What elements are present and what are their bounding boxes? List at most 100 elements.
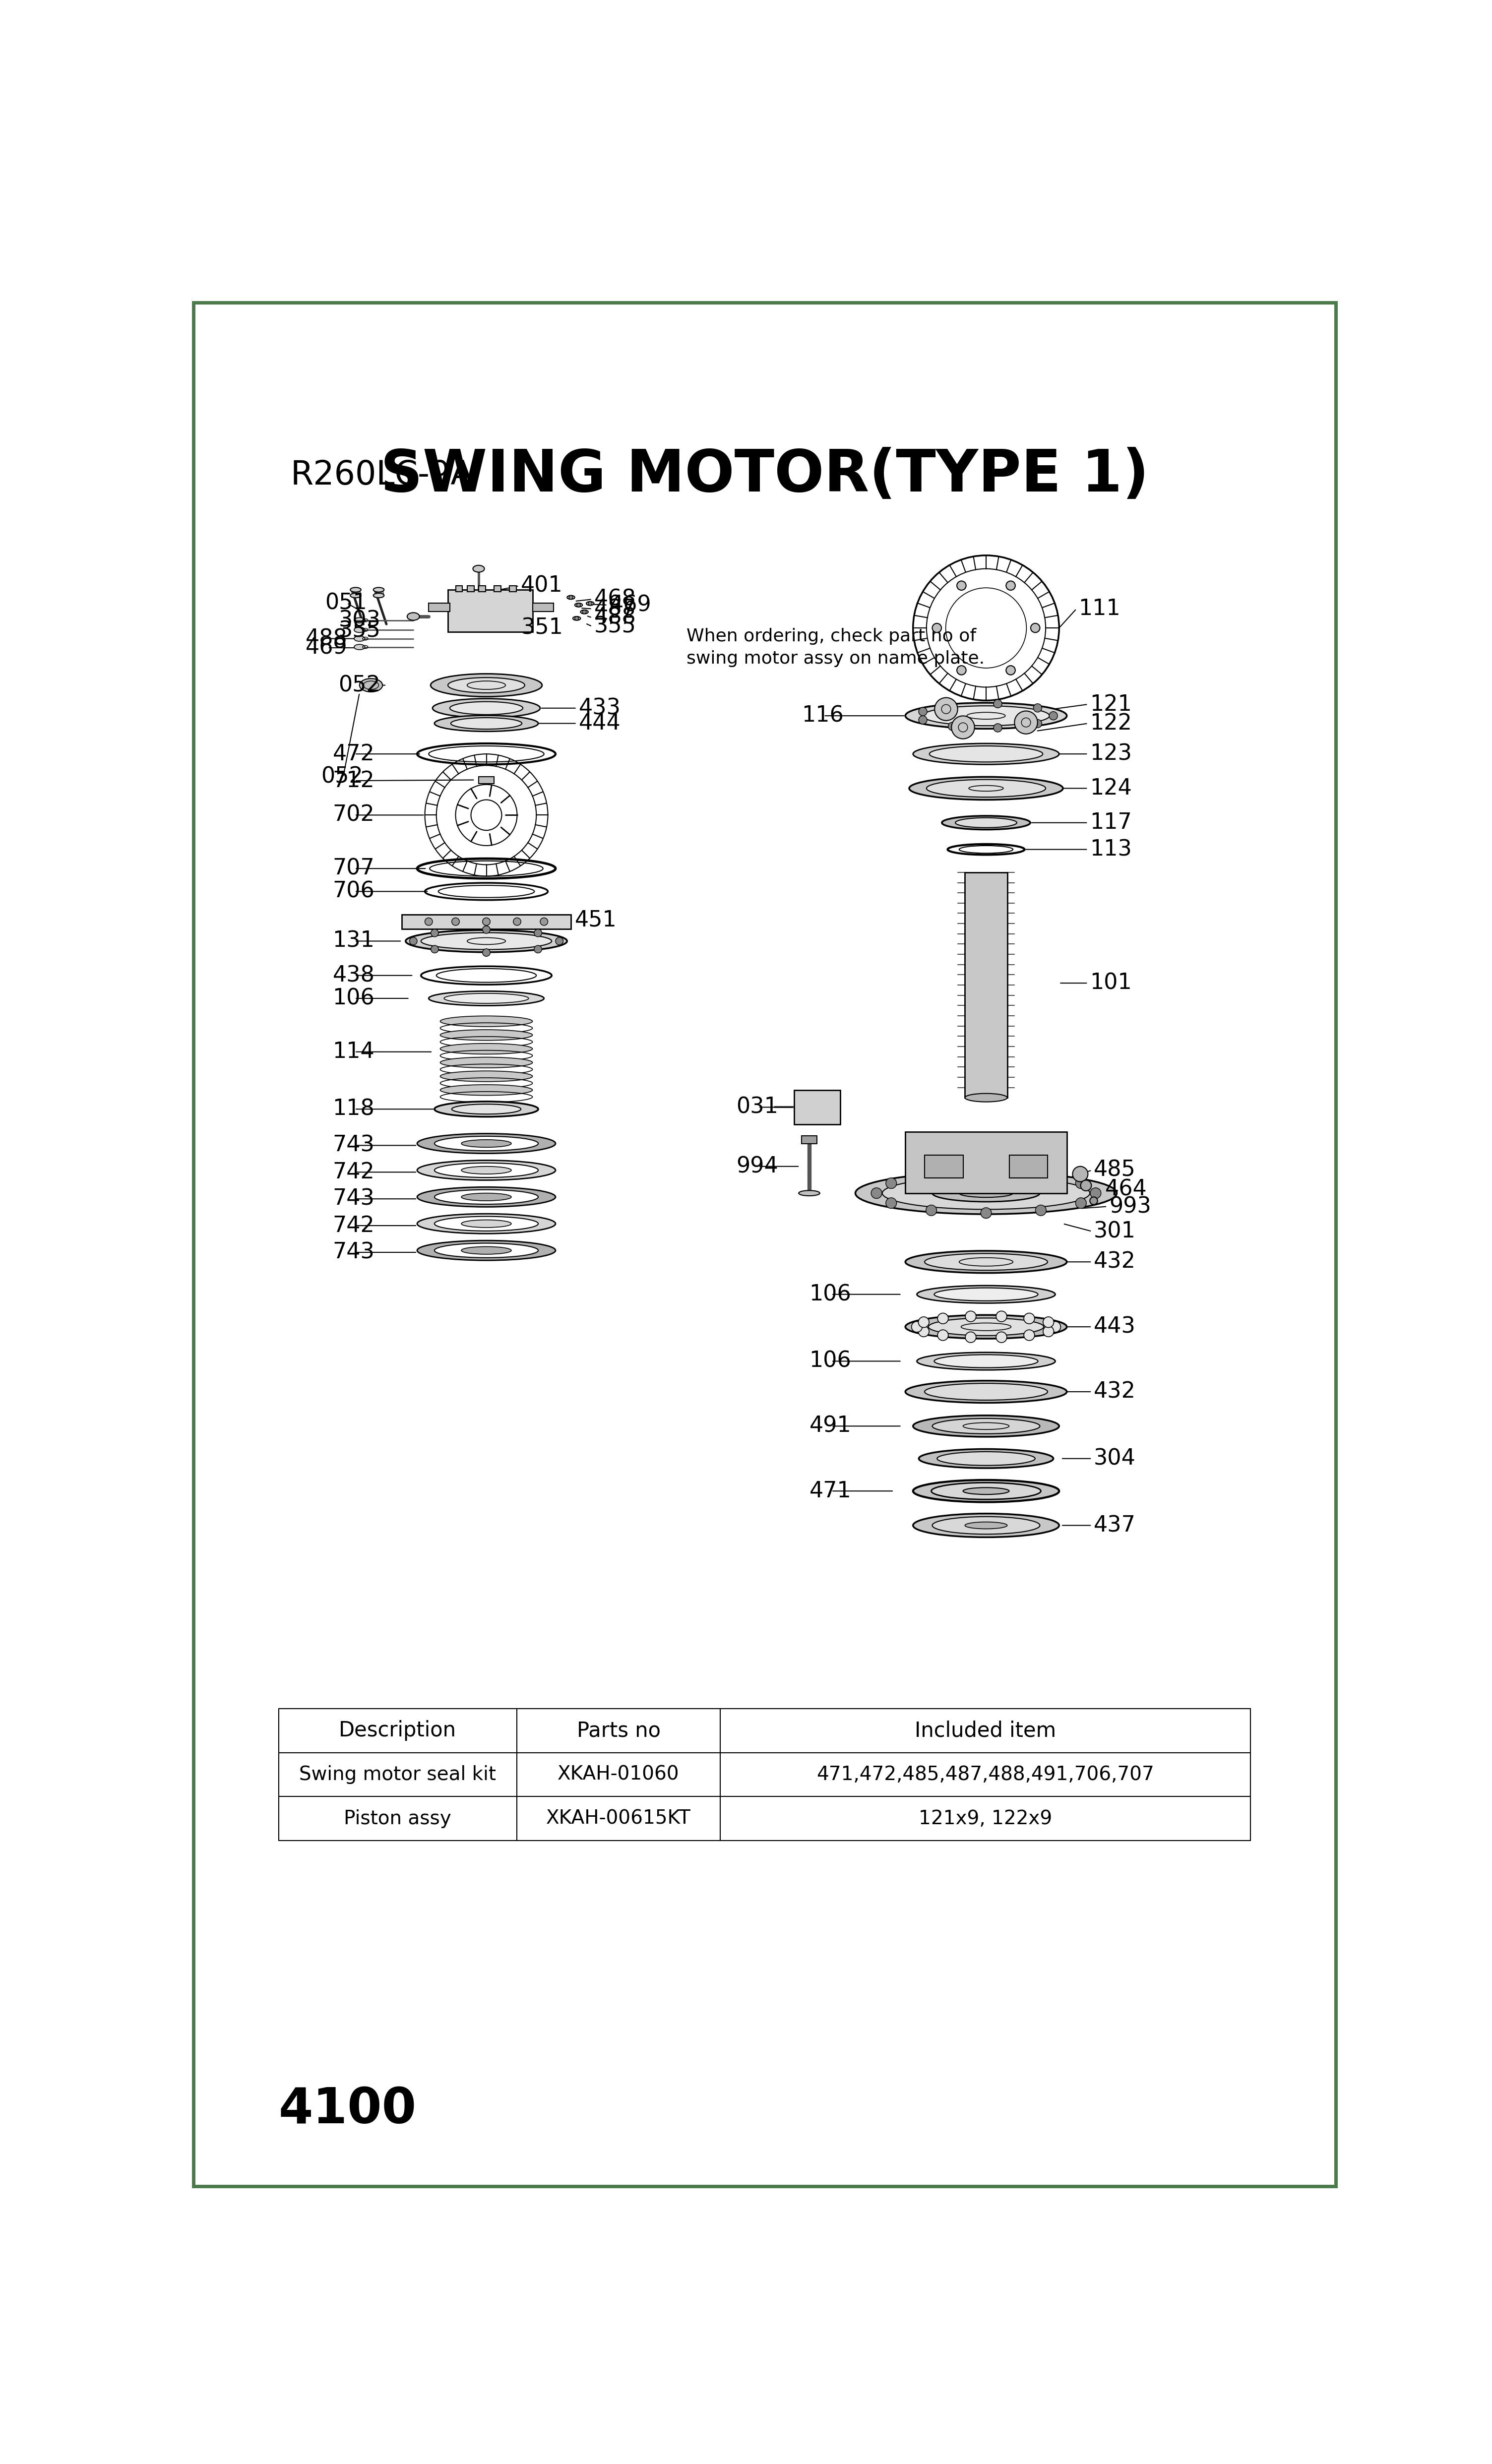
Ellipse shape [440,1042,533,1055]
Ellipse shape [567,596,574,599]
Ellipse shape [354,628,366,633]
Circle shape [482,917,491,926]
Ellipse shape [927,779,1046,798]
Circle shape [1049,712,1058,719]
Text: 712: 712 [333,771,374,791]
Text: 118: 118 [333,1099,374,1119]
Circle shape [1006,665,1015,675]
Text: 123: 123 [1089,744,1132,764]
Text: 472: 472 [333,744,374,764]
Circle shape [1043,1316,1053,1328]
Circle shape [588,601,592,606]
Text: 702: 702 [333,803,374,825]
Ellipse shape [448,678,525,692]
Ellipse shape [354,646,366,650]
Circle shape [452,917,460,926]
Text: 106: 106 [809,1350,852,1372]
Ellipse shape [919,1449,1053,1469]
Text: 743: 743 [333,1136,374,1156]
Circle shape [513,917,521,926]
Text: 432: 432 [1094,1252,1135,1271]
Ellipse shape [434,1217,539,1232]
Circle shape [568,596,573,599]
Circle shape [932,623,941,633]
Bar [801,1136,818,1143]
Ellipse shape [461,1165,512,1173]
Text: 471: 471 [809,1481,852,1501]
Ellipse shape [962,1488,1009,1496]
Circle shape [919,707,927,715]
Circle shape [927,1205,937,1215]
Ellipse shape [440,1015,533,1027]
Circle shape [980,1168,992,1178]
Ellipse shape [360,678,382,692]
Ellipse shape [932,1185,1040,1202]
Bar [467,586,474,591]
Circle shape [1034,705,1041,712]
Text: 051: 051 [325,591,367,614]
Ellipse shape [461,1247,512,1254]
Ellipse shape [798,1190,819,1195]
Ellipse shape [473,564,485,572]
Text: Piston assy: Piston assy [345,1809,452,1828]
Text: 052: 052 [339,675,380,695]
Ellipse shape [922,705,1049,727]
Circle shape [937,1331,949,1340]
Ellipse shape [906,702,1067,729]
Text: 052: 052 [321,766,363,788]
Circle shape [1035,1205,1046,1215]
Text: R260LC-9A: R260LC-9A [291,458,473,490]
Circle shape [956,665,967,675]
Ellipse shape [434,1190,539,1205]
Text: 491: 491 [809,1414,852,1437]
Ellipse shape [906,1316,1067,1338]
Text: 743: 743 [333,1242,374,1264]
Circle shape [1073,1165,1088,1183]
Bar [965,872,1007,1096]
Ellipse shape [925,1254,1047,1271]
Circle shape [997,1333,1007,1343]
Text: Swing motor seal kit: Swing motor seal kit [300,1764,497,1784]
Text: 401: 401 [521,574,562,596]
Ellipse shape [955,818,1018,828]
Circle shape [886,1198,897,1207]
Bar [448,589,533,631]
Text: 742: 742 [333,1215,374,1237]
Text: XKAH-00615KT: XKAH-00615KT [546,1809,691,1828]
Text: 707: 707 [333,857,374,880]
Circle shape [482,949,491,956]
Ellipse shape [418,1188,555,1207]
Ellipse shape [932,1518,1040,1535]
Ellipse shape [913,1414,1059,1437]
Ellipse shape [913,1513,1059,1538]
Circle shape [952,717,974,739]
Ellipse shape [573,616,580,621]
Ellipse shape [354,618,366,623]
Ellipse shape [440,1084,533,1096]
Circle shape [965,1333,976,1343]
Ellipse shape [351,594,361,599]
Ellipse shape [449,702,522,715]
Circle shape [927,1170,937,1180]
Bar [479,776,494,784]
Circle shape [582,611,586,614]
Ellipse shape [433,700,540,717]
Text: 031: 031 [736,1096,779,1119]
Circle shape [1089,1198,1098,1205]
Ellipse shape [418,1133,555,1153]
Ellipse shape [855,1173,1118,1215]
Text: 303: 303 [339,609,380,631]
Text: 101: 101 [1089,973,1132,993]
Circle shape [1076,1198,1086,1207]
Ellipse shape [354,636,366,641]
Text: 443: 443 [1094,1316,1135,1338]
Ellipse shape [461,1193,512,1200]
Circle shape [937,1313,949,1323]
Bar [479,586,485,591]
Ellipse shape [928,1318,1044,1335]
Ellipse shape [937,1451,1035,1466]
Circle shape [1034,719,1041,727]
Circle shape [1050,1321,1061,1333]
Ellipse shape [451,717,522,729]
Ellipse shape [586,601,594,606]
